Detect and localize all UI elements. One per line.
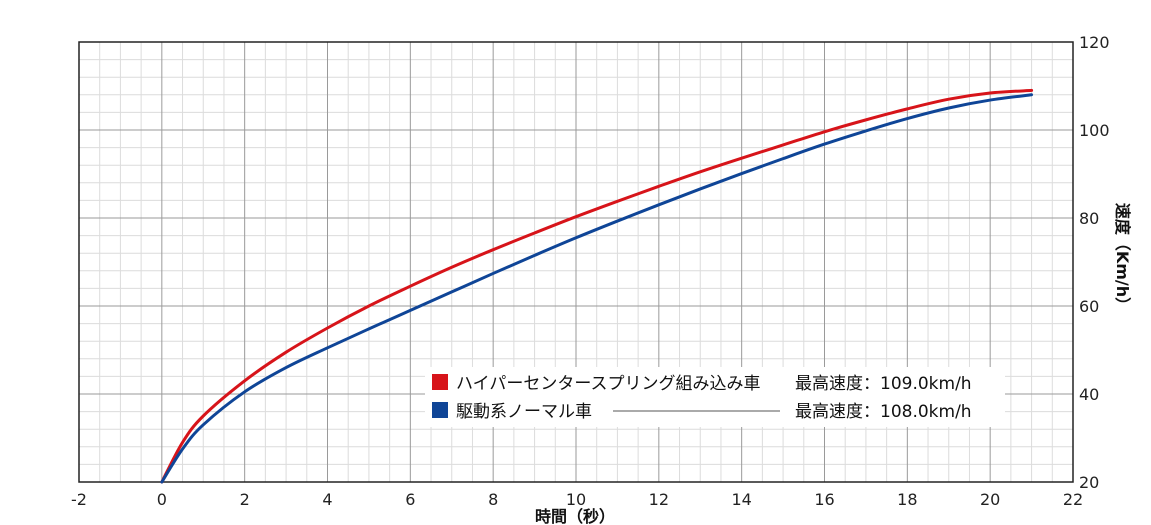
series-lines — [160, 88, 1034, 484]
x-tick-label: 8 — [488, 490, 498, 509]
x-tick-label: 18 — [897, 490, 917, 509]
series-line-normal — [160, 93, 1034, 484]
y-tick-label: 120 — [1079, 33, 1110, 52]
x-tick-label: 10 — [566, 490, 586, 509]
x-tick-label: 12 — [649, 490, 669, 509]
plot-frame — [78, 41, 1074, 483]
y-tick-label: 100 — [1079, 121, 1110, 140]
x-tick-label: 2 — [240, 490, 250, 509]
legend-label-normal: 駆動系ノーマル車 — [456, 402, 592, 422]
x-tick-label: 22 — [1063, 490, 1083, 509]
x-tick-label: 0 — [157, 490, 167, 509]
x-tick-label: -2 — [71, 490, 87, 509]
y-tick-label: 40 — [1079, 385, 1099, 404]
x-axis-title: 時間（秒） — [535, 507, 615, 525]
x-tick-labels: -2 0 2 4 6 8 10 12 14 16 18 20 22 — [71, 490, 1083, 509]
y-tick-labels: 20 40 60 80 100 120 — [1079, 33, 1110, 492]
legend-maxspeed-normal: 最高速度：108.0km/h — [795, 402, 972, 422]
y-tick-label: 20 — [1079, 473, 1099, 492]
y-axis-title: 速度（Km/h） — [1113, 203, 1132, 313]
legend-background — [425, 367, 1005, 427]
legend-swatch-hyper — [432, 374, 448, 390]
series-line-hyper — [160, 88, 1034, 484]
legend-swatch-normal — [432, 402, 448, 418]
x-tick-label: 14 — [731, 490, 751, 509]
x-tick-label: 4 — [322, 490, 332, 509]
legend: ハイパーセンタースプリング組み込み車 最高速度：109.0km/h 駆動系ノーマ… — [425, 367, 1005, 427]
legend-maxspeed-hyper: 最高速度：109.0km/h — [795, 374, 972, 394]
y-tick-label: 60 — [1079, 297, 1099, 316]
x-tick-label: 20 — [980, 490, 1000, 509]
y-tick-label: 80 — [1079, 209, 1099, 228]
x-tick-label: 6 — [405, 490, 415, 509]
legend-label-hyper: ハイパーセンタースプリング組み込み車 — [456, 374, 760, 394]
x-tick-label: 16 — [814, 490, 834, 509]
